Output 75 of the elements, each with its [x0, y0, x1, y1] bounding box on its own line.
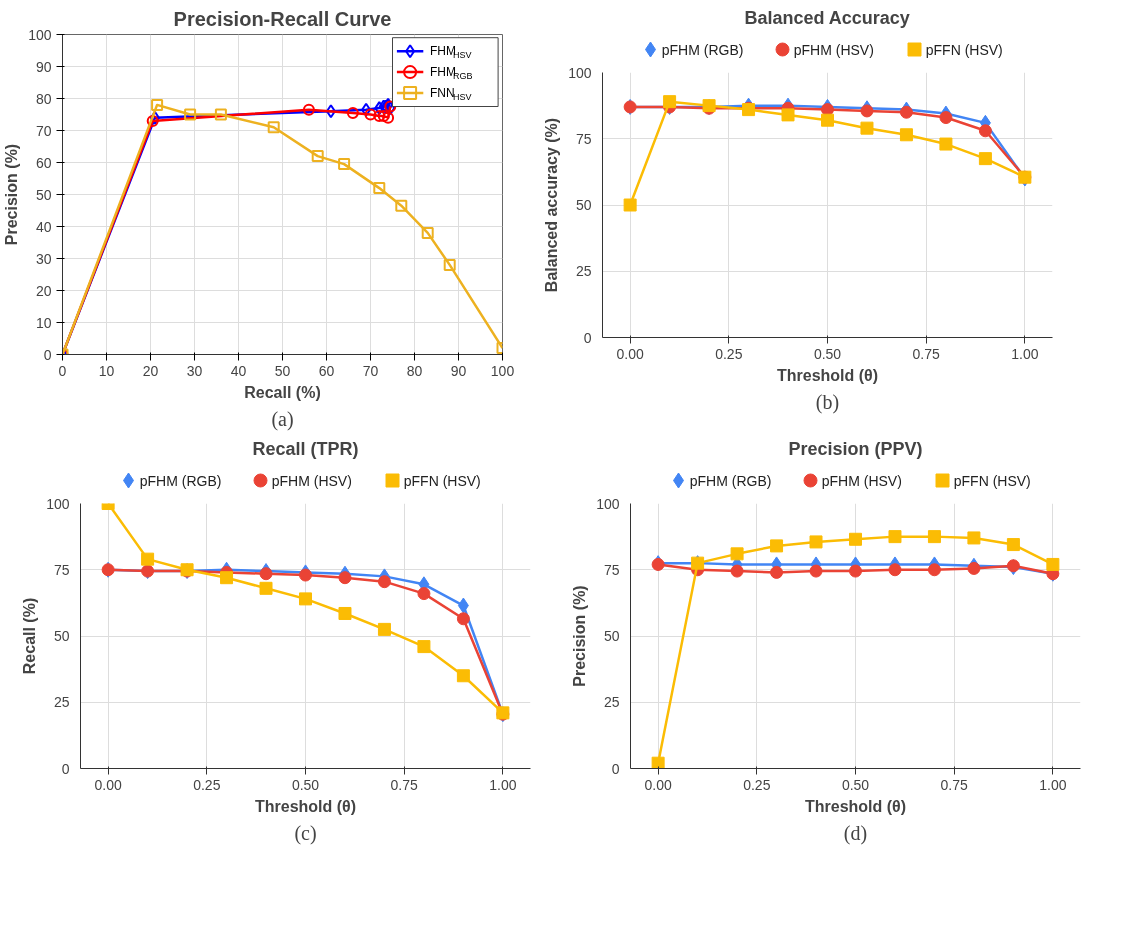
- x-tick-label: 20: [142, 362, 159, 379]
- y-tick-label: 100: [28, 26, 52, 43]
- x-tick-label: 100: [490, 362, 515, 379]
- x-axis-title: Threshold (θ): [254, 797, 357, 815]
- text: (d): [843, 821, 868, 845]
- y-tick-label: 10: [35, 314, 52, 331]
- y-axis-title: Precision (%): [3, 143, 21, 246]
- y-tick-label: 0: [61, 760, 70, 777]
- x-axis-title: Recall (%): [244, 383, 321, 401]
- chart-title: Precision (PPV): [788, 438, 923, 459]
- legend-label: pFHM (RGB): [139, 472, 222, 489]
- text: (b): [815, 390, 840, 414]
- legend-label: pFHM (HSV): [793, 41, 874, 58]
- y-tick-label: 100: [46, 495, 70, 512]
- legend-label: pFFN (HSV): [925, 41, 1003, 58]
- x-tick-label: 1.00: [1011, 345, 1039, 362]
- text: (a): [271, 407, 294, 431]
- y-tick-label: 25: [575, 263, 592, 280]
- y-tick-label: 50: [603, 628, 620, 644]
- y-tick-label: 70: [35, 122, 52, 139]
- x-tick-label: 50: [274, 362, 291, 379]
- legend-label: pFHM (HSV): [271, 472, 352, 489]
- y-tick-label: 60: [35, 154, 52, 171]
- y-axis-title: Precision (%): [571, 585, 589, 687]
- y-tick-label: 75: [575, 130, 592, 147]
- y-tick-label: 100: [568, 64, 592, 81]
- y-axis-title: Recall (%): [21, 597, 39, 675]
- x-tick-label: 30: [186, 362, 203, 379]
- text: (c): [294, 821, 317, 845]
- x-tick-label: 0.00: [94, 776, 122, 793]
- x-tick-label: 10: [98, 362, 115, 379]
- x-tick-label: 0.00: [644, 776, 672, 793]
- y-tick-label: 90: [35, 58, 52, 75]
- y-tick-label: 0: [611, 760, 620, 777]
- chart-title: Recall (TPR): [252, 438, 359, 459]
- y-tick-label: 20: [35, 282, 52, 299]
- x-tick-label: 60: [318, 362, 335, 379]
- legend-label: pFFN (HSV): [403, 472, 481, 489]
- x-tick-label: 40: [230, 362, 247, 379]
- x-axis-title: Threshold (θ): [804, 797, 907, 815]
- legend-label: pFFN (HSV): [953, 472, 1031, 489]
- x-tick-label: 0.50: [841, 776, 870, 793]
- x-tick-label: 0.25: [743, 776, 771, 793]
- y-tick-label: 100: [596, 495, 620, 512]
- y-tick-label: 25: [603, 694, 620, 711]
- x-tick-label: 80: [406, 362, 423, 379]
- chart-title: Precision-Recall Curve: [173, 7, 392, 30]
- x-tick-label: 70: [362, 362, 379, 379]
- x-tick-label: 1.00: [1039, 776, 1067, 793]
- y-tick-label: 75: [603, 561, 620, 578]
- chart-title: Balanced Accuracy: [744, 7, 910, 28]
- y-tick-label: 30: [35, 250, 52, 267]
- x-tick-label: 0.75: [912, 345, 941, 362]
- x-tick-label: 0.75: [940, 776, 969, 793]
- legend-label: pFHM (RGB): [689, 472, 772, 489]
- y-axis-title: Balanced accuracy (%): [543, 117, 561, 293]
- x-tick-label: 90: [450, 362, 467, 379]
- x-tick-label: 0.50: [291, 776, 320, 793]
- x-tick-label: 0.75: [390, 776, 419, 793]
- x-tick-label: 0.00: [616, 345, 644, 362]
- x-tick-label: 0.25: [715, 345, 743, 362]
- legend-label: pFHM (RGB): [661, 41, 744, 58]
- x-tick-label: 0.50: [813, 345, 842, 362]
- y-tick-label: 40: [35, 218, 52, 235]
- y-tick-label: 50: [53, 628, 70, 644]
- y-tick-label: 25: [53, 694, 70, 711]
- y-tick-label: 50: [35, 186, 52, 203]
- y-tick-label: 75: [53, 561, 70, 578]
- x-tick-label: 0.25: [193, 776, 221, 793]
- y-tick-label: 50: [575, 197, 592, 213]
- y-tick-label: 80: [35, 90, 52, 107]
- x-axis-title: Threshold (θ): [776, 366, 879, 384]
- x-tick-label: 1.00: [489, 776, 517, 793]
- legend-label: pFHM (HSV): [821, 472, 902, 489]
- y-tick-label: 0: [583, 329, 592, 346]
